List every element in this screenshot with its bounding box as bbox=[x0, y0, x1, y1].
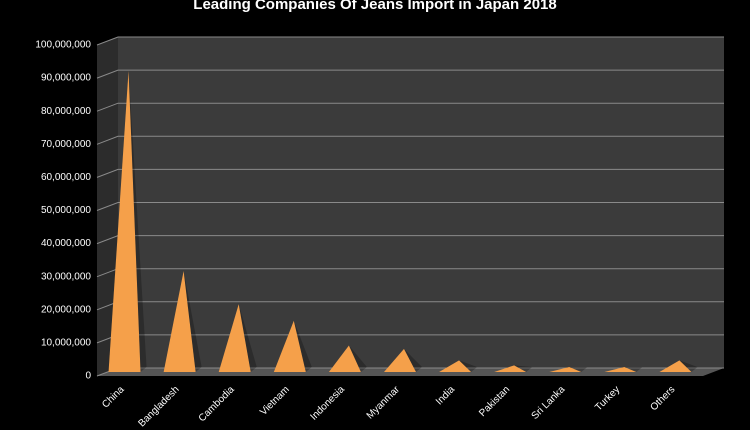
grid-line bbox=[96, 102, 724, 112]
y-tick-label: 10,000,000 bbox=[41, 338, 91, 349]
y-tick-label: 40,000,000 bbox=[41, 238, 91, 249]
bar-shade bbox=[293, 320, 312, 372]
bar-shade bbox=[183, 271, 202, 372]
bar-shade bbox=[128, 70, 147, 372]
bar-shade bbox=[238, 304, 257, 372]
y-tick-label: 80,000,000 bbox=[41, 106, 91, 117]
bar bbox=[604, 367, 637, 372]
y-tick-label: 0 bbox=[85, 371, 91, 382]
bar bbox=[494, 365, 527, 372]
grid-line bbox=[96, 36, 724, 46]
bar bbox=[163, 271, 196, 372]
bar bbox=[384, 348, 416, 372]
bar-shade bbox=[348, 345, 367, 372]
y-tick-label: 100,000,000 bbox=[35, 40, 91, 51]
bar-shade bbox=[459, 360, 478, 372]
y-tick-label: 90,000,000 bbox=[41, 73, 91, 84]
bar bbox=[218, 304, 251, 372]
bar-shade bbox=[679, 360, 698, 372]
grid-line bbox=[96, 202, 724, 211]
grid-line bbox=[96, 168, 724, 178]
bar bbox=[273, 320, 306, 372]
bar bbox=[549, 367, 582, 372]
bar bbox=[659, 360, 692, 372]
grid-line bbox=[96, 69, 724, 79]
bar-shade bbox=[624, 367, 643, 372]
bar-shade bbox=[514, 365, 533, 372]
y-tick-label: 50,000,000 bbox=[41, 205, 91, 216]
y-tick-label: 70,000,000 bbox=[41, 139, 91, 150]
bar bbox=[328, 345, 361, 372]
y-tick-label: 60,000,000 bbox=[41, 172, 91, 183]
bar-shade bbox=[569, 367, 588, 372]
chart-title: Leading Companies Of Jeans Import in Jap… bbox=[193, 0, 556, 13]
bar-shade bbox=[404, 348, 422, 372]
y-tick-label: 20,000,000 bbox=[41, 304, 91, 315]
bar bbox=[108, 70, 141, 372]
grid-line bbox=[96, 135, 724, 145]
y-tick-label: 30,000,000 bbox=[41, 271, 91, 282]
bar bbox=[439, 360, 472, 372]
